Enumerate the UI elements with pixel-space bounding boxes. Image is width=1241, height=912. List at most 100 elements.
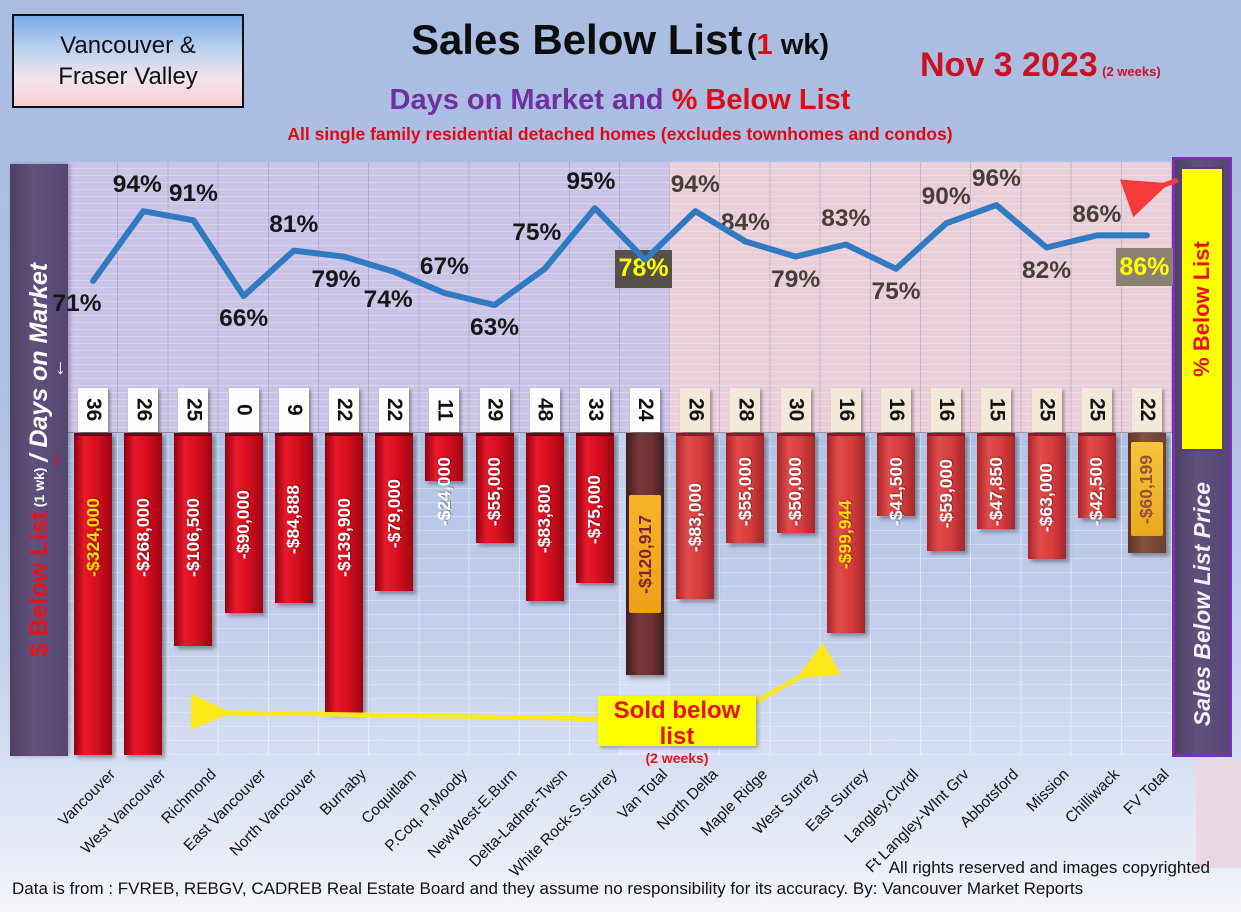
- pct-label: 91%: [168, 180, 218, 208]
- total-pct-badge: 78%: [615, 249, 673, 288]
- pct-label: 84%: [720, 209, 770, 237]
- fv-total-amount-chip: -$60,199: [1130, 442, 1163, 537]
- amount-bar: -$59,000: [927, 433, 966, 551]
- amount-label: -$83,800: [534, 484, 555, 554]
- amount-label: -$41,500: [885, 457, 906, 527]
- day-value: 26: [684, 398, 708, 422]
- subtitle-red: % Below List: [671, 84, 851, 116]
- day-chip: 22: [1131, 388, 1162, 432]
- title-paren: (: [746, 29, 757, 61]
- total-pct-badge: 86%: [1115, 248, 1173, 287]
- day-value: 9: [282, 404, 306, 416]
- day-value: 33: [583, 398, 607, 422]
- amount-label: -$139,900: [333, 497, 354, 577]
- x-axis-label: NewWest-E.Burn: [424, 766, 521, 862]
- pct-label: 71%: [52, 289, 102, 317]
- day-value: 0: [232, 404, 256, 416]
- day-chip: 25: [1031, 388, 1062, 432]
- date-note: (2 weeks): [1102, 64, 1161, 79]
- day-chip: 0: [228, 388, 259, 432]
- day-value: 36: [82, 398, 106, 422]
- pct-label: 79%: [311, 265, 361, 293]
- day-chip: 25: [178, 388, 209, 432]
- amount-label: -$55,000: [484, 457, 505, 527]
- amount-label: -$75,000: [584, 475, 605, 545]
- left-axis-dollar-label: $ Below List: [24, 511, 53, 658]
- amount-label: -$42,500: [1086, 457, 1107, 527]
- plot-lower-vancouver: [68, 433, 670, 755]
- day-value: 25: [1035, 398, 1059, 422]
- day-chip: 28: [730, 388, 761, 432]
- tagline: All single family residential detached h…: [287, 124, 953, 144]
- day-value: 11: [433, 398, 457, 422]
- day-chip: 15: [981, 388, 1012, 432]
- pct-label: 79%: [771, 265, 821, 293]
- amount-bar: -$90,000: [224, 433, 263, 613]
- x-axis-label: North Vancouver: [226, 766, 320, 860]
- region-line1: Vancouver &: [60, 31, 196, 59]
- amount-label: -$84,888: [283, 485, 304, 555]
- day-chip: 16: [931, 388, 962, 432]
- amount-bar: -$84,888: [274, 433, 313, 603]
- pct-label: 81%: [269, 210, 319, 238]
- pct-label: 94%: [670, 171, 720, 199]
- van-total-amount-chip: -$120,917: [629, 495, 662, 613]
- day-chip: 48: [529, 388, 560, 432]
- amount-bar: -$106,500: [174, 433, 213, 646]
- sales-below-list-price-label: Sales Below List Price: [1188, 481, 1215, 727]
- region-line2: Fraser Valley: [58, 63, 198, 90]
- pct-below-list-flag: % Below List: [1180, 167, 1224, 451]
- bar-baseline: [68, 432, 1172, 433]
- pct-label: 83%: [821, 204, 871, 232]
- amount-label: -$106,500: [182, 497, 203, 577]
- source-disclaimer: Data is from : FVREB, REBGV, CADREB Real…: [12, 879, 1084, 898]
- day-chip: 36: [78, 388, 109, 432]
- title-week-number: 1: [756, 29, 773, 61]
- subtitle-purple: Days on Market and: [389, 84, 672, 116]
- x-axis-label: FV Total: [1120, 766, 1173, 819]
- pct-label: 95%: [566, 168, 616, 196]
- amount-bar: -$83,000: [676, 433, 715, 599]
- pct-label: 63%: [470, 314, 520, 342]
- day-value: 22: [333, 398, 356, 422]
- amount-label: -$324,000: [82, 497, 103, 577]
- pct-label: 75%: [871, 277, 921, 305]
- pct-label: 74%: [363, 285, 413, 313]
- right-axis-band: % Below List Sales Below List Price: [1172, 157, 1232, 757]
- day-value: 15: [985, 398, 1009, 422]
- dollar-row-pointer-icon: ↓: [51, 444, 63, 470]
- x-axis-label: Chilliwack: [1062, 766, 1123, 827]
- date-text: Nov 3 2023: [920, 46, 1098, 84]
- amount-bar: -$24,000: [425, 433, 464, 527]
- day-chip: 33: [579, 388, 610, 432]
- day-value: 16: [935, 398, 959, 422]
- day-chip: 26: [680, 388, 711, 432]
- corner-patch: [1196, 760, 1241, 868]
- amount-label: -$60,199: [1136, 454, 1157, 524]
- amount-label: -$55,000: [734, 457, 755, 527]
- day-chip: 22: [379, 388, 410, 432]
- amount-bar: -$55,000: [726, 433, 765, 543]
- x-axis-label: Mission: [1023, 766, 1073, 816]
- pct-label: 75%: [512, 218, 562, 246]
- amount-bar: -$83,800: [525, 433, 564, 601]
- title-paren-close: wk): [772, 29, 830, 61]
- sales-below-list-price: Sales Below List Price: [1180, 458, 1224, 750]
- amount-label: -$47,850: [985, 457, 1006, 527]
- pct-label: 96%: [971, 165, 1021, 193]
- amount-label: -$90,000: [233, 490, 254, 560]
- report-date: Nov 3 2023 (2 weeks): [920, 46, 1220, 85]
- day-chip: 26: [128, 388, 159, 432]
- day-value: 16: [885, 398, 908, 422]
- day-chip: 22: [329, 388, 359, 432]
- day-value: 25: [1085, 398, 1109, 422]
- rights-note: All rights reserved and images copyright…: [888, 858, 1210, 877]
- region-box: Vancouver & Fraser Valley: [12, 14, 244, 108]
- amount-label: -$99,944: [835, 500, 856, 570]
- day-value: 24: [634, 398, 658, 422]
- day-value: 25: [182, 398, 206, 422]
- callout-line2: (2 weeks): [645, 749, 709, 766]
- page-title: Sales Below List (1 wk): [300, 16, 940, 64]
- amount-label: -$63,000: [1036, 463, 1057, 533]
- callout-line1: Sold below list: [613, 697, 741, 751]
